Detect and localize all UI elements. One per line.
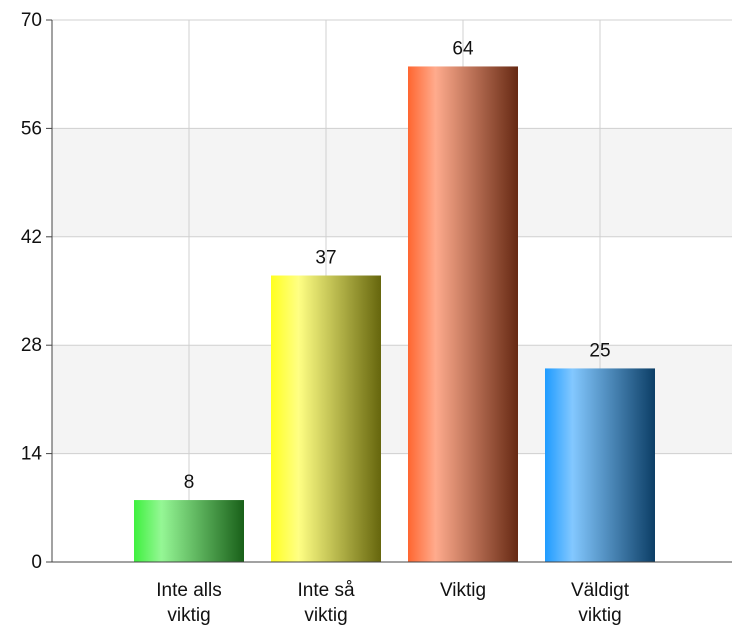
bar [408, 66, 518, 562]
y-tick-label: 56 [21, 118, 42, 139]
bar [271, 275, 381, 562]
x-tick-label: Väldigt viktig [571, 580, 630, 626]
bar [545, 368, 655, 562]
grid-band [52, 128, 732, 237]
x-tick-label: Inte alls viktig [156, 580, 221, 626]
bar [134, 500, 244, 562]
y-tick-label: 42 [21, 227, 42, 248]
x-tick-label: Viktig [440, 580, 486, 601]
y-tick-label: 0 [31, 552, 42, 573]
value-label: 8 [184, 472, 195, 493]
value-label: 25 [589, 340, 610, 361]
y-tick-label: 70 [21, 10, 42, 31]
value-label: 37 [315, 248, 336, 269]
y-tick-label: 14 [21, 444, 43, 465]
y-tick-label: 28 [21, 335, 42, 356]
x-tick-label: Inte så viktig [297, 580, 354, 626]
value-label: 64 [452, 38, 474, 59]
